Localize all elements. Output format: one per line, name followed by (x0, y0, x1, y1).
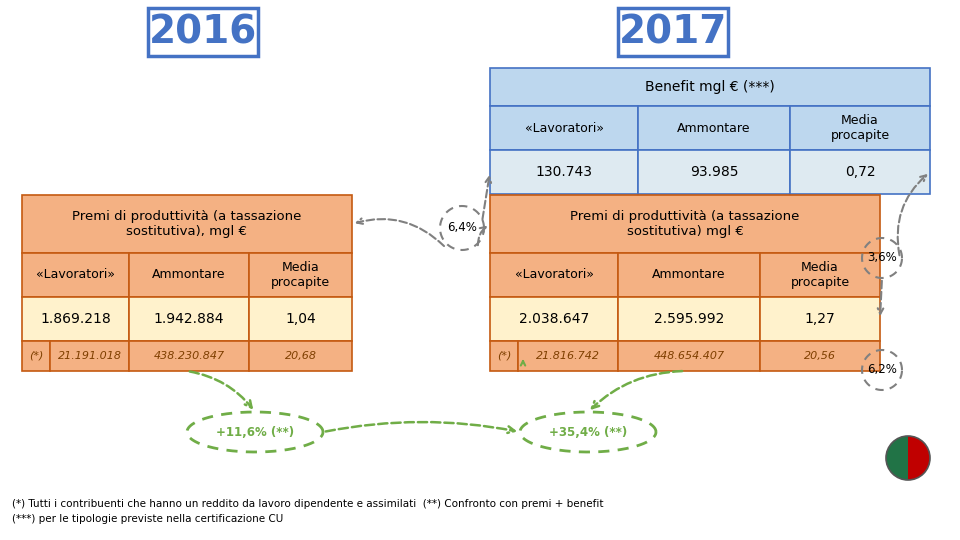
FancyBboxPatch shape (22, 253, 129, 297)
Text: 2016: 2016 (149, 13, 257, 51)
Text: 130.743: 130.743 (536, 165, 592, 179)
FancyBboxPatch shape (638, 106, 790, 150)
Text: 2.038.647: 2.038.647 (518, 312, 589, 326)
FancyBboxPatch shape (760, 297, 880, 341)
FancyBboxPatch shape (638, 150, 790, 194)
Text: (***) per le tipologie previste nella certificazione CU: (***) per le tipologie previste nella ce… (12, 514, 283, 524)
Text: 1.869.218: 1.869.218 (40, 312, 110, 326)
FancyBboxPatch shape (490, 106, 638, 150)
FancyBboxPatch shape (490, 195, 880, 253)
Text: Benefit mgl € (***): Benefit mgl € (***) (645, 80, 775, 94)
Text: 1.942.884: 1.942.884 (154, 312, 225, 326)
Text: +11,6% (**): +11,6% (**) (216, 426, 294, 438)
FancyBboxPatch shape (22, 195, 352, 253)
FancyBboxPatch shape (760, 341, 880, 371)
FancyBboxPatch shape (129, 341, 249, 371)
FancyBboxPatch shape (249, 253, 352, 297)
FancyBboxPatch shape (249, 297, 352, 341)
Text: (*): (*) (497, 351, 511, 361)
Text: 2017: 2017 (619, 13, 727, 51)
FancyBboxPatch shape (518, 341, 618, 371)
Text: 0,72: 0,72 (845, 165, 876, 179)
FancyBboxPatch shape (790, 150, 930, 194)
Text: 20,56: 20,56 (804, 351, 836, 361)
Text: 20,68: 20,68 (284, 351, 317, 361)
Text: 448.654.407: 448.654.407 (654, 351, 725, 361)
FancyBboxPatch shape (618, 297, 760, 341)
FancyBboxPatch shape (490, 253, 618, 297)
FancyBboxPatch shape (490, 341, 518, 371)
Text: (*) Tutti i contribuenti che hanno un reddito da lavoro dipendente e assimilati : (*) Tutti i contribuenti che hanno un re… (12, 499, 604, 509)
FancyBboxPatch shape (22, 341, 50, 371)
Text: Media
procapite: Media procapite (790, 261, 850, 289)
Text: «Lavoratori»: «Lavoratori» (36, 268, 115, 281)
Text: 438.230.847: 438.230.847 (154, 351, 225, 361)
Wedge shape (908, 447, 930, 469)
Text: 93.985: 93.985 (689, 165, 738, 179)
FancyBboxPatch shape (490, 150, 638, 194)
FancyBboxPatch shape (249, 341, 352, 371)
Text: Ammontare: Ammontare (677, 122, 751, 134)
Text: 6,4%: 6,4% (447, 221, 477, 234)
Text: «Lavoratori»: «Lavoratori» (515, 268, 593, 281)
FancyBboxPatch shape (129, 297, 249, 341)
Text: 3,6%: 3,6% (867, 252, 897, 265)
Text: 21.191.018: 21.191.018 (58, 351, 122, 361)
Text: Ammontare: Ammontare (652, 268, 726, 281)
Text: 2.595.992: 2.595.992 (654, 312, 724, 326)
Text: Media
procapite: Media procapite (271, 261, 330, 289)
Text: 1,04: 1,04 (285, 312, 316, 326)
FancyBboxPatch shape (22, 297, 129, 341)
Text: 6,2%: 6,2% (867, 363, 897, 376)
FancyBboxPatch shape (50, 341, 129, 371)
Text: Ammontare: Ammontare (153, 268, 226, 281)
Text: (*): (*) (29, 351, 43, 361)
Text: Premi di produttività (a tassazione
sostitutiva) mgl €: Premi di produttività (a tassazione sost… (570, 210, 800, 238)
Text: Premi di produttività (a tassazione
sostitutiva), mgl €: Premi di produttività (a tassazione sost… (72, 210, 301, 238)
FancyBboxPatch shape (760, 253, 880, 297)
Text: Media
procapite: Media procapite (830, 114, 890, 142)
FancyBboxPatch shape (618, 8, 728, 56)
Text: «Lavoratori»: «Lavoratori» (524, 122, 604, 134)
FancyBboxPatch shape (618, 341, 760, 371)
FancyBboxPatch shape (618, 253, 760, 297)
Text: 21.816.742: 21.816.742 (536, 351, 600, 361)
FancyBboxPatch shape (490, 68, 930, 106)
Text: 1,27: 1,27 (804, 312, 835, 326)
FancyBboxPatch shape (148, 8, 258, 56)
Text: +35,4% (**): +35,4% (**) (549, 426, 627, 438)
FancyBboxPatch shape (129, 253, 249, 297)
Wedge shape (886, 436, 908, 480)
FancyBboxPatch shape (490, 297, 618, 341)
FancyBboxPatch shape (790, 106, 930, 150)
Wedge shape (908, 436, 930, 480)
